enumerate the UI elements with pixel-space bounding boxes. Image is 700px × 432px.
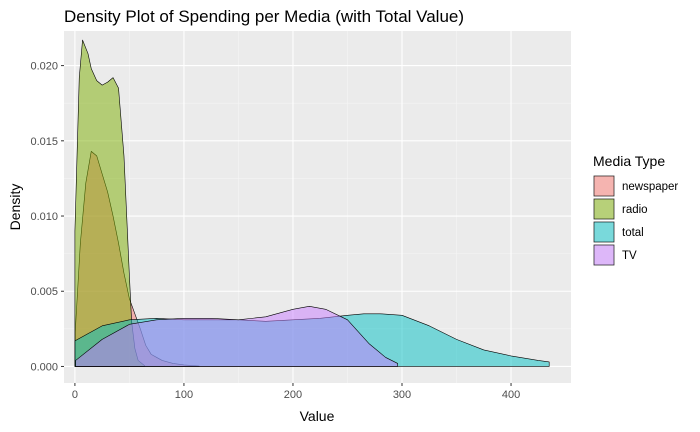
legend-swatch-radio xyxy=(593,198,615,220)
x-axis-title: Value xyxy=(300,408,335,424)
y-axis-ticks: 0.000 0.005 0.010 0.015 0.020 xyxy=(30,61,64,373)
density-area-tv xyxy=(75,305,398,367)
y-tick-label: 0.020 xyxy=(30,61,58,73)
legend: newspaper radio total TV xyxy=(593,175,678,266)
legend-label-radio: radio xyxy=(622,204,648,216)
legend-swatch-total xyxy=(593,221,615,243)
x-tick-label: 100 xyxy=(175,389,193,401)
x-tick-label: 300 xyxy=(393,389,411,401)
legend-swatch-tv xyxy=(593,244,615,266)
legend-title: Media Type xyxy=(593,153,665,169)
x-tick-label: 200 xyxy=(284,389,302,401)
legend-swatch-newspaper xyxy=(593,175,615,197)
x-axis-ticks: 0 100 200 300 400 xyxy=(72,383,520,401)
x-tick-label: 0 xyxy=(72,389,78,401)
y-tick-label: 0.015 xyxy=(30,136,58,148)
x-tick-label: 400 xyxy=(502,389,520,401)
chart-title: Density Plot of Spending per Media (with… xyxy=(64,7,464,26)
legend-label-newspaper: newspaper xyxy=(622,181,678,193)
y-tick-label: 0.000 xyxy=(30,361,58,373)
legend-label-total: total xyxy=(622,227,644,239)
y-tick-label: 0.010 xyxy=(30,211,58,223)
density-areas xyxy=(74,39,550,367)
y-tick-label: 0.005 xyxy=(30,286,58,298)
legend-label-tv: TV xyxy=(622,250,637,262)
y-axis-title: Density xyxy=(7,184,23,231)
